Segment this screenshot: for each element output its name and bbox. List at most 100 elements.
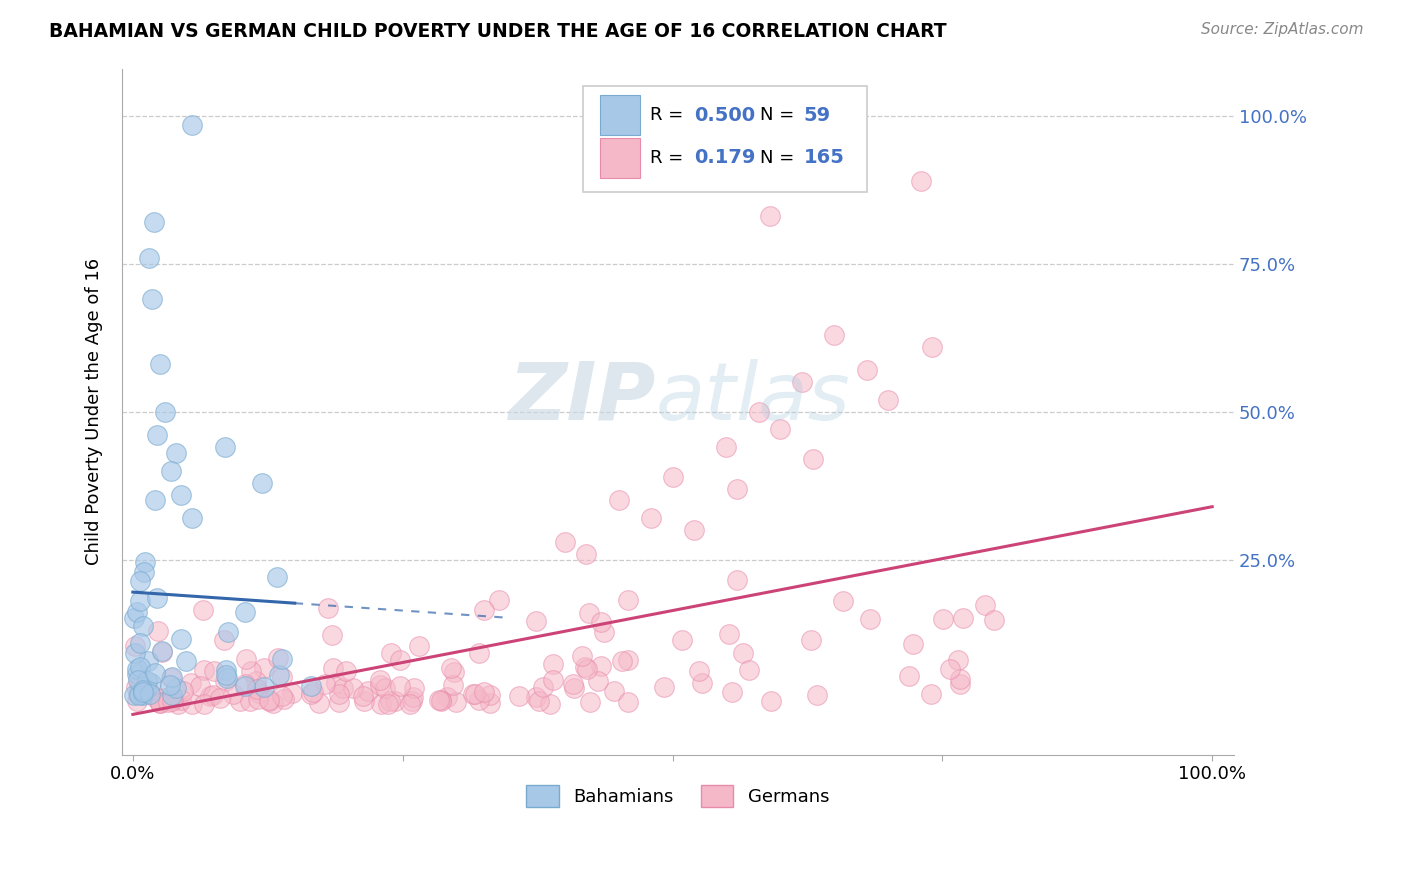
Point <box>527 694 550 708</box>
Text: 0.500: 0.500 <box>695 105 755 125</box>
Point <box>408 639 430 653</box>
Point <box>800 632 823 647</box>
Point <box>160 671 183 685</box>
Point <box>380 646 402 660</box>
Point <box>388 679 411 693</box>
Point <box>273 692 295 706</box>
Point <box>524 690 547 704</box>
Point <box>162 692 184 706</box>
Point <box>617 695 640 709</box>
Point <box>921 340 943 354</box>
Point <box>138 684 160 698</box>
Point <box>145 428 167 442</box>
Point <box>574 660 596 674</box>
Point <box>661 470 683 484</box>
Point <box>603 684 626 698</box>
Point <box>127 687 149 701</box>
Point <box>280 685 302 699</box>
Point <box>404 681 426 695</box>
Point <box>152 690 174 705</box>
Point <box>180 675 202 690</box>
Point <box>214 673 236 688</box>
Point <box>571 648 593 663</box>
Point <box>388 653 411 667</box>
Point <box>538 697 561 711</box>
Point <box>718 626 741 640</box>
Point <box>259 694 281 708</box>
Point <box>949 672 972 686</box>
Point <box>172 684 194 698</box>
Text: N =: N = <box>761 106 800 124</box>
Point <box>856 363 879 377</box>
Point <box>170 632 193 647</box>
Point <box>314 676 336 690</box>
Text: R =: R = <box>650 149 689 167</box>
Point <box>384 694 406 708</box>
Point <box>357 683 380 698</box>
Point <box>541 657 564 672</box>
Point <box>193 603 215 617</box>
Point <box>180 697 202 711</box>
Point <box>235 677 257 691</box>
Point <box>233 679 256 693</box>
Point <box>430 692 453 706</box>
Point <box>335 664 357 678</box>
Point <box>302 685 325 699</box>
Point <box>159 464 181 478</box>
Point <box>374 681 396 695</box>
Point <box>973 598 995 612</box>
Point <box>181 118 204 132</box>
Point <box>758 210 780 224</box>
Point <box>478 689 501 703</box>
Point <box>262 696 284 710</box>
Point <box>593 625 616 640</box>
Point <box>122 688 145 702</box>
Point <box>377 698 399 712</box>
Point <box>299 679 322 693</box>
Point <box>132 619 155 633</box>
Point <box>149 696 172 710</box>
Point <box>247 686 270 700</box>
Point <box>617 593 640 607</box>
Point <box>125 680 148 694</box>
Point <box>267 667 290 681</box>
Point <box>150 644 173 658</box>
Point <box>769 422 792 436</box>
Text: Source: ZipAtlas.com: Source: ZipAtlas.com <box>1201 22 1364 37</box>
Point <box>131 685 153 699</box>
Point <box>612 654 634 668</box>
Point <box>135 673 157 688</box>
Point <box>370 698 392 712</box>
Point <box>215 663 238 677</box>
Point <box>138 251 160 265</box>
Point <box>132 688 155 702</box>
Point <box>217 625 239 640</box>
Point <box>859 612 882 626</box>
Point <box>214 440 236 454</box>
Point <box>562 677 585 691</box>
Point <box>342 681 364 696</box>
Point <box>266 570 288 584</box>
Point <box>167 697 190 711</box>
Point <box>271 689 294 703</box>
Point <box>472 603 495 617</box>
Text: atlas: atlas <box>655 359 851 437</box>
Point <box>901 637 924 651</box>
Point <box>328 687 350 701</box>
Point <box>318 600 340 615</box>
Point <box>160 689 183 703</box>
Point <box>575 547 598 561</box>
Point <box>690 676 713 690</box>
Text: BAHAMIAN VS GERMAN CHILD POVERTY UNDER THE AGE OF 16 CORRELATION CHART: BAHAMIAN VS GERMAN CHILD POVERTY UNDER T… <box>49 22 946 41</box>
Point <box>586 673 609 688</box>
Point <box>235 651 257 665</box>
Point <box>125 662 148 676</box>
Point <box>488 593 510 607</box>
Point <box>578 606 600 620</box>
Point <box>122 610 145 624</box>
Point <box>401 694 423 708</box>
Point <box>193 697 215 711</box>
Point <box>578 695 600 709</box>
Point <box>155 405 177 419</box>
Point <box>468 693 491 707</box>
